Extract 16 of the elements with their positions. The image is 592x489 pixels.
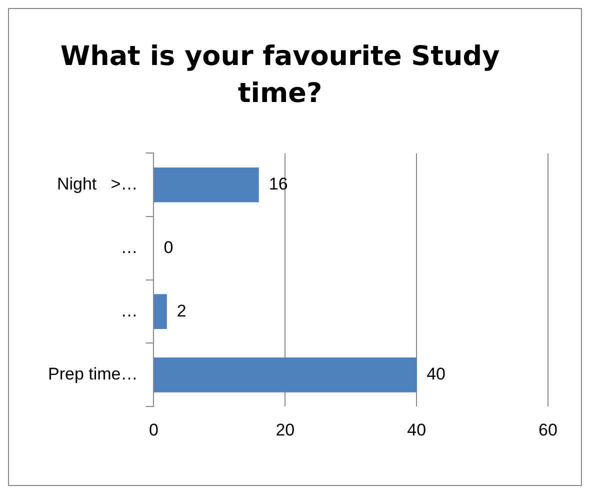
- x-tick-label: 60: [538, 420, 558, 440]
- data-label: 0: [164, 238, 174, 257]
- data-label: 40: [426, 364, 446, 384]
- y-tick-label: …: [120, 301, 138, 320]
- y-tick-label: Prep time…: [48, 364, 138, 384]
- bar: [154, 294, 167, 329]
- data-label: 2: [176, 301, 186, 320]
- bar: [154, 167, 259, 202]
- data-label: 16: [268, 174, 288, 194]
- chart-title: What is your favourite Study time?: [59, 40, 501, 111]
- bar: [154, 358, 417, 392]
- x-tick-label: 40: [407, 420, 426, 440]
- y-tick-label: …: [120, 238, 138, 257]
- x-tick-label: 0: [149, 420, 158, 440]
- y-tick-label: Night >…: [56, 174, 138, 194]
- x-tick-label: 20: [276, 420, 295, 440]
